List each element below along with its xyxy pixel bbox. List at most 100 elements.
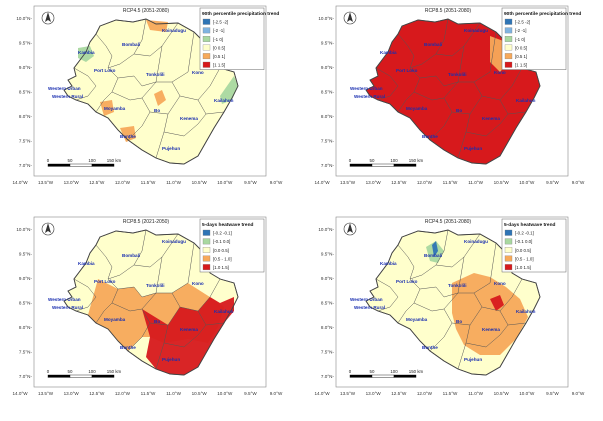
latitude-tick: 9.0°N- [321, 276, 335, 281]
longitude-tick: 12.0°W [115, 391, 131, 396]
district-border [413, 91, 453, 141]
district-label-western-urban: Western Urban [48, 297, 81, 302]
district-label-moyamba: Moyamba [104, 317, 126, 322]
legend-item-label: [0.0 0.5] [213, 248, 229, 253]
longitude-tick: 9.5°W [244, 180, 257, 185]
district-label-bonthe: Bonthe [422, 134, 438, 139]
district-border [375, 67, 399, 101]
latitude-tick: 9.5°N- [321, 252, 335, 257]
legend-swatch [504, 238, 513, 245]
latitude-tick: 7.0°N- [19, 374, 33, 379]
district-border [95, 288, 119, 324]
longitude-tick: 10.5°W [192, 180, 208, 185]
longitude-tick: 9.0°W [572, 180, 585, 185]
longitude-tick: 11.5°W [141, 391, 156, 396]
longitude-tick: 12.0°W [115, 180, 131, 185]
longitude-tick: 9.0°W [270, 180, 283, 185]
district-label-pujehun: Pujehun [162, 146, 180, 151]
north-arrow-icon [41, 11, 55, 25]
district-border [141, 292, 157, 310]
district-border [73, 67, 97, 101]
district-label-tonkolili: Tonkolili [146, 283, 165, 288]
longitude-tick: 13.0°W [366, 180, 382, 185]
district-border [133, 233, 179, 268]
district-border [443, 81, 459, 99]
district-label-koinadugu: Koinadugu [162, 28, 186, 33]
legend-item-label: [-2.5 -2] [515, 20, 530, 25]
legend-item-label: [1 1.5] [515, 63, 527, 68]
longitude-tick: 12.0°W [417, 180, 433, 185]
longitude-tick: 9.0°W [572, 391, 585, 396]
longitude-tick: 10.0°W [519, 180, 535, 185]
legend-swatch [202, 53, 211, 60]
legend-swatch [504, 247, 513, 253]
legend-item-label: [0.5 1] [213, 54, 225, 59]
legend-swatch [202, 255, 211, 262]
district-border [397, 244, 415, 280]
longitude-tick: 11.0°W [468, 180, 483, 185]
legend-swatch [504, 53, 513, 60]
latitude-tick: 7.5°N- [19, 350, 33, 355]
legend: 5-days heatwave trend [-0.2 -0.1] [-0.1 0.… [501, 218, 567, 273]
legend-item-label: [-0.1 0.0] [515, 239, 532, 244]
district-border [499, 99, 509, 115]
district-label-kenema: Kenema [482, 327, 500, 332]
district-label-bombali: Bombali [122, 42, 140, 47]
latitude-tick: 7.5°N- [19, 139, 33, 144]
district-label-bombali: Bombali [424, 42, 442, 47]
latitude-tick: 9.5°N- [19, 41, 33, 46]
latitude-tick: 8.0°N- [19, 114, 33, 119]
longitude-tick: 10.5°W [494, 180, 510, 185]
legend-swatch [504, 36, 513, 42]
district-border [465, 322, 527, 348]
legend-swatch [202, 61, 211, 68]
district-border [197, 99, 207, 115]
scale-label: 100 [390, 369, 398, 374]
district-label-kono: Kono [494, 281, 506, 286]
latitude-tick: 7.5°N- [321, 350, 335, 355]
legend-swatch [504, 255, 513, 262]
latitude-tick: 9.0°N- [321, 65, 335, 70]
latitude-tick: 7.0°N- [321, 374, 335, 379]
panel-title: RCP8.5 (2051-2080) [425, 8, 471, 14]
legend-item-label: [-1 0] [515, 37, 525, 42]
district-border [413, 302, 453, 352]
district-label-western-urban: Western Urban [350, 297, 383, 302]
district-label-kailahun: Kailahun [214, 309, 234, 314]
trend-region [452, 273, 528, 355]
district-border [409, 67, 459, 87]
legend-title: 90th percentile precipitation trend [202, 11, 279, 17]
legend-swatch [202, 27, 211, 34]
map-frame: RCP8.5 (2051-2080) Kambia Bombali Koinadugu… [335, 5, 581, 177]
scale-label: 150 km [107, 158, 122, 163]
latitude-tick: 8.5°N- [321, 301, 335, 306]
legend-item-label: [0.5 - 1.0] [515, 256, 534, 261]
longitude-tick: 14.0°W [12, 180, 28, 185]
longitude-tick: 10.0°W [519, 391, 535, 396]
latitude-tick: 10.0°N- [318, 227, 334, 232]
district-border [443, 292, 459, 310]
district-label-moyamba: Moyamba [406, 317, 428, 322]
district-label-western-rural: Western Rural [354, 94, 385, 99]
scale-label: 100 [390, 158, 398, 163]
trend-region [220, 76, 238, 104]
district-label-kambia: Kambia [380, 261, 397, 266]
district-border [397, 288, 421, 324]
district-label-bo: Bo [154, 319, 160, 324]
legend-item-label: [-1 0] [213, 37, 223, 42]
district-label-western-rural: Western Rural [354, 305, 385, 310]
latitude-tick: 9.5°N- [19, 252, 33, 257]
scale-label: 150 km [409, 158, 424, 163]
legend-item-label: [0.5 - 1.0] [213, 256, 232, 261]
district-label-western-rural: Western Rural [52, 94, 83, 99]
longitude-tick: 10.0°W [217, 180, 233, 185]
district-label-kambia: Kambia [78, 261, 95, 266]
longitude-tick: 11.0°W [468, 391, 483, 396]
map-frame: RCP4.5 (2051-2080) Kambia Bombali Koinadugu… [335, 216, 569, 388]
country-map: Kambia Bombali Koinadugu Port Loko Tonkolili… [350, 229, 541, 376]
latitude-tick: 9.0°N- [19, 276, 33, 281]
trend-region [120, 126, 136, 142]
latitude-tick: 9.0°N- [19, 65, 33, 70]
map-svg-tr: RCP8.5 (2051-2080) Kambia Bombali Koinadugu… [314, 5, 585, 185]
latitude-tick: 8.5°N- [19, 90, 33, 95]
